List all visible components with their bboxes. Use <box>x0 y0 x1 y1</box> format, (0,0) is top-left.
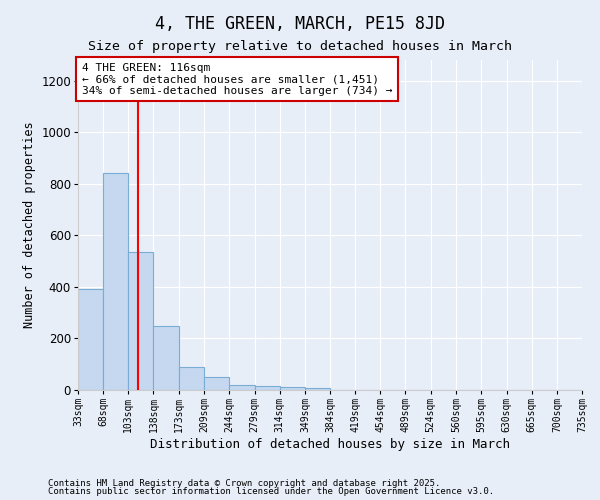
Text: 4 THE GREEN: 116sqm
← 66% of detached houses are smaller (1,451)
34% of semi-det: 4 THE GREEN: 116sqm ← 66% of detached ho… <box>82 62 392 96</box>
Bar <box>179 367 205 390</box>
Bar <box>205 377 229 390</box>
Bar <box>154 326 179 390</box>
Y-axis label: Number of detached properties: Number of detached properties <box>23 122 36 328</box>
Bar <box>305 388 330 390</box>
Bar <box>128 252 154 390</box>
Text: Size of property relative to detached houses in March: Size of property relative to detached ho… <box>88 40 512 53</box>
Bar <box>103 174 128 390</box>
Bar <box>78 290 103 390</box>
Text: Contains public sector information licensed under the Open Government Licence v3: Contains public sector information licen… <box>48 487 494 496</box>
Text: 4, THE GREEN, MARCH, PE15 8JD: 4, THE GREEN, MARCH, PE15 8JD <box>155 15 445 33</box>
Bar <box>229 385 254 390</box>
Text: Contains HM Land Registry data © Crown copyright and database right 2025.: Contains HM Land Registry data © Crown c… <box>48 478 440 488</box>
Bar <box>254 386 280 390</box>
Bar <box>280 387 305 390</box>
X-axis label: Distribution of detached houses by size in March: Distribution of detached houses by size … <box>150 438 510 451</box>
